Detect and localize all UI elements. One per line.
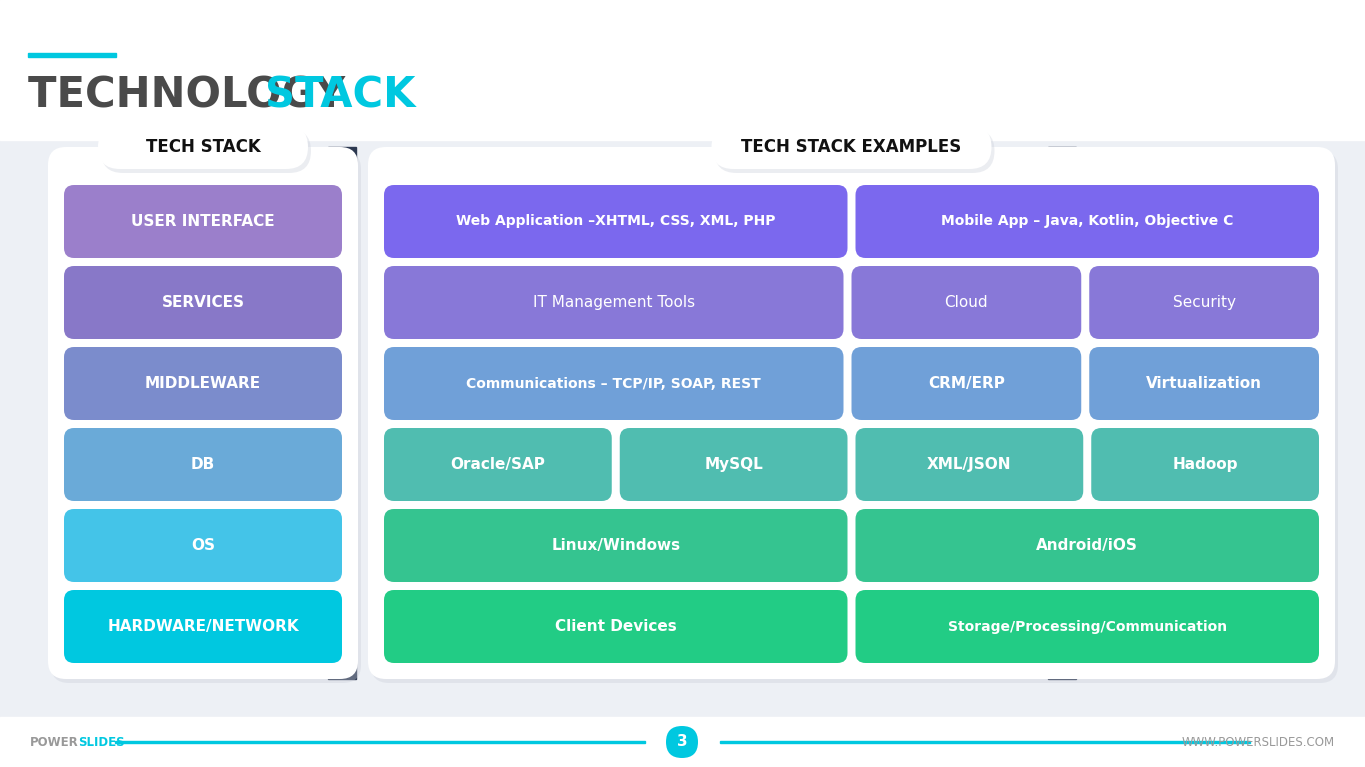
FancyBboxPatch shape	[369, 147, 1335, 679]
Text: SERVICES: SERVICES	[161, 295, 244, 310]
Text: Linux/Windows: Linux/Windows	[551, 538, 680, 553]
FancyBboxPatch shape	[714, 129, 995, 173]
Text: DB: DB	[191, 457, 216, 472]
Text: SLIDES: SLIDES	[78, 736, 124, 749]
Text: MIDDLEWARE: MIDDLEWARE	[145, 376, 261, 391]
Text: OS: OS	[191, 538, 216, 553]
FancyBboxPatch shape	[384, 428, 612, 501]
Text: Client Devices: Client Devices	[556, 619, 677, 634]
Bar	[328, 147, 356, 679]
FancyBboxPatch shape	[852, 347, 1081, 420]
Bar	[29, 53, 116, 57]
FancyBboxPatch shape	[1089, 266, 1319, 339]
FancyBboxPatch shape	[51, 151, 360, 683]
Text: Security: Security	[1173, 295, 1235, 310]
FancyBboxPatch shape	[98, 125, 308, 169]
Bar	[1048, 147, 1076, 679]
Text: POWER: POWER	[30, 736, 79, 749]
FancyBboxPatch shape	[64, 347, 343, 420]
FancyBboxPatch shape	[64, 428, 343, 501]
Bar	[115, 741, 646, 743]
Text: TECH STACK EXAMPLES: TECH STACK EXAMPLES	[741, 138, 961, 156]
Text: CRM/ERP: CRM/ERP	[928, 376, 1005, 391]
FancyBboxPatch shape	[64, 590, 343, 663]
Text: Storage/Processing/Communication: Storage/Processing/Communication	[947, 620, 1227, 634]
Text: 3: 3	[677, 735, 688, 749]
Text: XML/JSON: XML/JSON	[927, 457, 1011, 472]
FancyBboxPatch shape	[384, 185, 848, 258]
Text: Virtualization: Virtualization	[1147, 376, 1263, 391]
FancyBboxPatch shape	[384, 266, 844, 339]
FancyBboxPatch shape	[620, 428, 848, 501]
Text: IT Management Tools: IT Management Tools	[532, 295, 695, 310]
Text: Android/iOS: Android/iOS	[1036, 538, 1138, 553]
Text: Oracle/SAP: Oracle/SAP	[450, 457, 545, 472]
Bar	[719, 741, 1250, 743]
FancyBboxPatch shape	[711, 125, 991, 169]
Text: Mobile App – Java, Kotlin, Objective C: Mobile App – Java, Kotlin, Objective C	[940, 215, 1234, 229]
Text: Cloud: Cloud	[945, 295, 988, 310]
Text: HARDWARE/NETWORK: HARDWARE/NETWORK	[108, 619, 299, 634]
Bar	[0, 0, 1365, 140]
Text: Communications – TCP/IP, SOAP, REST: Communications – TCP/IP, SOAP, REST	[467, 377, 762, 390]
Text: Hadoop: Hadoop	[1173, 457, 1238, 472]
FancyBboxPatch shape	[64, 185, 343, 258]
FancyBboxPatch shape	[48, 147, 358, 679]
FancyBboxPatch shape	[1091, 428, 1319, 501]
Text: WWW.POWERSLIDES.COM: WWW.POWERSLIDES.COM	[1182, 736, 1335, 749]
FancyBboxPatch shape	[384, 347, 844, 420]
Text: TECHNOLOGY: TECHNOLOGY	[29, 74, 359, 116]
Bar	[0, 717, 1365, 767]
FancyBboxPatch shape	[101, 129, 311, 173]
FancyBboxPatch shape	[856, 590, 1319, 663]
FancyBboxPatch shape	[64, 266, 343, 339]
FancyBboxPatch shape	[856, 509, 1319, 582]
FancyBboxPatch shape	[64, 509, 343, 582]
FancyBboxPatch shape	[1089, 347, 1319, 420]
FancyBboxPatch shape	[852, 266, 1081, 339]
FancyBboxPatch shape	[384, 509, 848, 582]
FancyBboxPatch shape	[666, 726, 698, 758]
FancyBboxPatch shape	[856, 185, 1319, 258]
Text: STACK: STACK	[265, 74, 415, 116]
FancyBboxPatch shape	[856, 428, 1084, 501]
FancyBboxPatch shape	[384, 590, 848, 663]
Text: USER INTERFACE: USER INTERFACE	[131, 214, 274, 229]
FancyBboxPatch shape	[371, 151, 1338, 683]
Text: Web Application –XHTML, CSS, XML, PHP: Web Application –XHTML, CSS, XML, PHP	[456, 215, 775, 229]
Text: TECH STACK: TECH STACK	[146, 138, 261, 156]
Text: MySQL: MySQL	[704, 457, 763, 472]
